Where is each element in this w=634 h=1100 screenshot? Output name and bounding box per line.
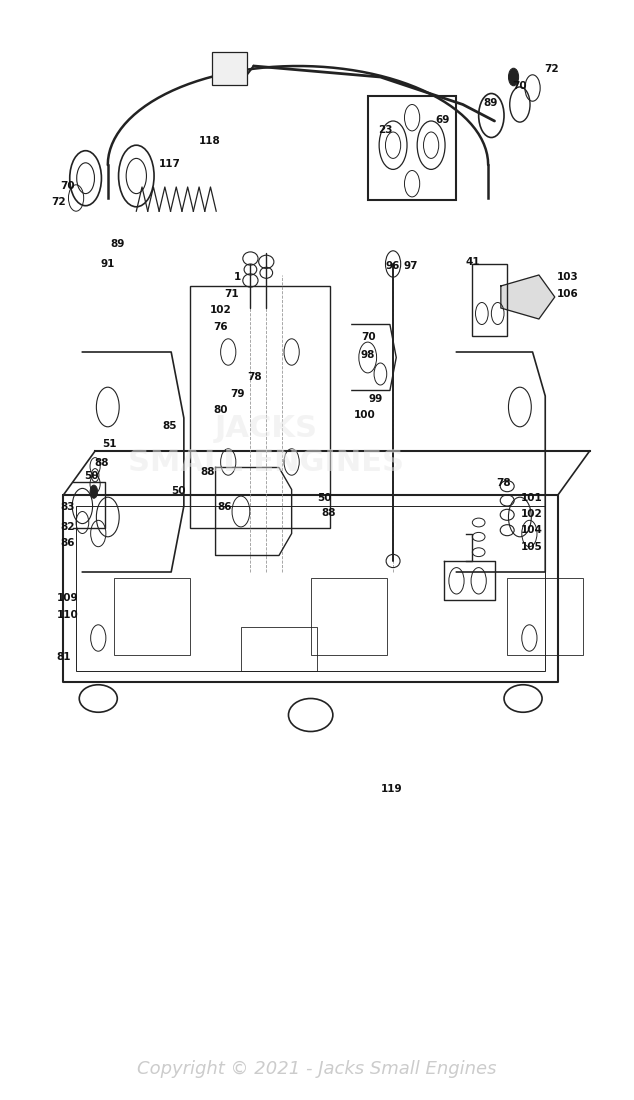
Text: 88: 88 — [321, 507, 335, 518]
Text: 103: 103 — [557, 272, 578, 283]
Text: 70: 70 — [361, 331, 377, 342]
Text: 88: 88 — [94, 458, 108, 469]
Text: 69: 69 — [436, 114, 450, 125]
Text: 109: 109 — [57, 593, 79, 604]
Text: 70: 70 — [512, 80, 527, 91]
Text: 102: 102 — [210, 305, 231, 316]
Bar — [311, 578, 387, 654]
Text: 72: 72 — [544, 64, 559, 75]
Text: 78: 78 — [496, 477, 512, 488]
Text: 97: 97 — [404, 261, 418, 272]
Text: 72: 72 — [51, 197, 66, 208]
Text: 104: 104 — [521, 525, 542, 536]
Text: 76: 76 — [213, 321, 228, 332]
Text: 89: 89 — [483, 98, 497, 109]
Text: 79: 79 — [231, 388, 245, 399]
Text: 102: 102 — [521, 508, 542, 519]
Text: 118: 118 — [198, 135, 220, 146]
Text: 50: 50 — [85, 471, 99, 482]
Bar — [114, 578, 190, 654]
Text: 86: 86 — [61, 538, 75, 549]
Circle shape — [90, 485, 98, 498]
Text: 105: 105 — [521, 541, 542, 552]
Text: Copyright © 2021 - Jacks Small Engines: Copyright © 2021 - Jacks Small Engines — [137, 1060, 497, 1078]
Text: JACKS
SMALL ENGINES: JACKS SMALL ENGINES — [128, 415, 404, 476]
Text: 99: 99 — [368, 394, 382, 405]
Text: 23: 23 — [378, 124, 392, 135]
Bar — [76, 506, 545, 671]
Text: 50: 50 — [172, 485, 186, 496]
Bar — [241, 627, 317, 671]
Text: 1: 1 — [234, 272, 242, 283]
Text: 78: 78 — [247, 372, 262, 383]
Text: 81: 81 — [56, 651, 70, 662]
Text: 83: 83 — [61, 502, 75, 513]
Circle shape — [508, 68, 519, 86]
Text: 110: 110 — [57, 609, 79, 620]
Text: 101: 101 — [521, 493, 542, 504]
Text: 100: 100 — [354, 409, 375, 420]
Text: 51: 51 — [102, 439, 116, 450]
Text: 41: 41 — [465, 256, 480, 267]
Text: 98: 98 — [361, 350, 375, 361]
Text: 106: 106 — [557, 288, 578, 299]
Bar — [190, 286, 330, 528]
Bar — [507, 578, 583, 654]
Text: 80: 80 — [214, 405, 228, 416]
Polygon shape — [501, 275, 555, 319]
Text: 50: 50 — [318, 493, 332, 504]
Text: 119: 119 — [381, 783, 403, 794]
Bar — [212, 52, 247, 85]
Text: 117: 117 — [159, 158, 181, 169]
Text: 88: 88 — [201, 466, 215, 477]
Text: 86: 86 — [218, 502, 232, 513]
Bar — [472, 264, 507, 336]
Bar — [368, 96, 456, 200]
Text: 70: 70 — [60, 180, 75, 191]
Text: 91: 91 — [101, 258, 115, 270]
Text: 82: 82 — [61, 521, 75, 532]
Text: 71: 71 — [224, 288, 239, 299]
Text: 89: 89 — [110, 239, 124, 250]
Text: 96: 96 — [386, 261, 400, 272]
Text: 85: 85 — [163, 420, 177, 431]
